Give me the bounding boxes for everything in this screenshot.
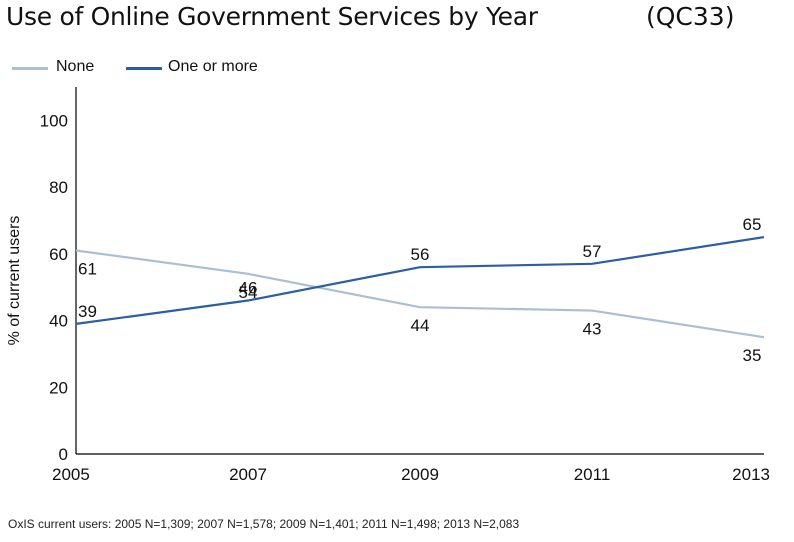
y-tick-label: 60 [49,245,68,264]
question-code: (QC33) [646,2,735,31]
y-tick-label: 100 [40,111,68,130]
data-label: 46 [239,279,258,298]
data-label: 43 [583,320,602,339]
data-label: 61 [78,259,97,278]
y-tick-label: 0 [59,445,68,464]
data-label: 44 [411,316,430,335]
series-lines [75,236,765,339]
y-axis-label: % of current users [6,216,23,346]
line-chart: 0 20 40 60 80 100 2005 2007 2009 2011 2013 % of cur… [6,87,770,484]
legend-label-none: None [56,58,95,75]
chart-title: Use of Online Government Services by Yea… [6,2,538,31]
legend-swatch-none [12,67,48,70]
data-label: 56 [411,245,430,264]
y-tick-label: 20 [49,378,68,397]
axes: 0 20 40 60 80 100 2005 2007 2009 2011 2013 % of cur… [6,87,770,484]
x-tick-label: 2009 [401,465,439,484]
data-labels: 61 54 44 43 35 39 46 56 57 65 [78,215,761,365]
legend-label-one-or-more: One or more [168,58,258,75]
data-label: 57 [583,242,602,261]
data-label: 54 [239,283,258,302]
data-label: 65 [743,215,762,234]
x-tick-label: 2005 [52,465,90,484]
series-line-none [75,249,765,339]
series-line-one-or-more [75,236,765,325]
x-tick-label: 2011 [574,465,611,484]
legend-swatch-one-or-more [126,67,162,70]
footnote: OxIS current users: 2005 N=1,309; 2007 N… [8,517,520,531]
data-label: 35 [743,346,762,365]
x-tick-label: 2013 [732,465,770,484]
data-label: 39 [78,302,97,321]
y-tick-label: 40 [49,312,68,331]
y-tick-label: 80 [49,178,68,197]
x-tick-label: 2007 [229,465,267,484]
